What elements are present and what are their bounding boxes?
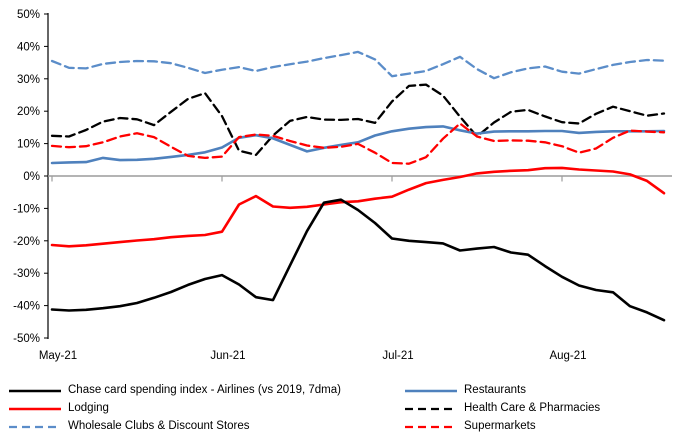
y-axis-label: 10%: [17, 139, 40, 151]
x-axis-label: Jul-21: [382, 350, 413, 362]
y-axis-label: 50%: [17, 9, 40, 21]
legend-item: Lodging: [8, 400, 109, 417]
series-line-3: [50, 50, 666, 80]
x-axis-label: Jun-21: [210, 350, 245, 362]
legend-line-sample: [9, 425, 61, 428]
y-axis-label: 20%: [17, 106, 40, 118]
y-axis-label: 30%: [17, 74, 40, 86]
legend-label: Health Care & Pharmacies: [464, 402, 601, 414]
y-axis-label: -40%: [13, 301, 40, 313]
y-axis-label: 0%: [23, 171, 40, 183]
y-axis-label: 40%: [17, 41, 40, 53]
series-line-4: [50, 125, 666, 165]
legend-item: Restaurants: [404, 382, 526, 399]
series-line-2: [50, 166, 666, 248]
legend-line-sample: [405, 389, 457, 392]
legend-label: Lodging: [68, 402, 109, 414]
legend-label: Supermarkets: [464, 420, 536, 432]
legend-label: Wholesale Clubs & Discount Stores: [68, 420, 250, 432]
legend-item: Supermarkets: [404, 418, 536, 435]
legend-item: Health Care & Pharmacies: [404, 400, 600, 417]
legend-line-sample: [9, 389, 61, 392]
series-line-1: [50, 198, 666, 322]
y-axis-label: -50%: [13, 333, 40, 345]
series-line-6: [50, 122, 666, 165]
legend-label: Restaurants: [464, 384, 527, 396]
y-axis-label: -30%: [13, 268, 40, 280]
legend-item: Wholesale Clubs & Discount Stores: [8, 418, 250, 435]
legend-label: Chase card spending index - Airlines (vs…: [68, 384, 341, 396]
x-axis-label: Aug-21: [549, 350, 586, 362]
x-axis-label: May-21: [39, 350, 77, 362]
legend-line-sample: [405, 407, 457, 410]
chart-legend: Chase card spending index - Airlines (vs…: [0, 378, 678, 436]
legend-line-sample: [405, 425, 457, 428]
series-line-5: [50, 83, 666, 157]
y-axis-label: -20%: [13, 236, 40, 248]
legend-line-sample: [9, 407, 61, 410]
y-axis-label: -10%: [13, 203, 40, 215]
legend-item: Chase card spending index - Airlines (vs…: [8, 382, 341, 399]
